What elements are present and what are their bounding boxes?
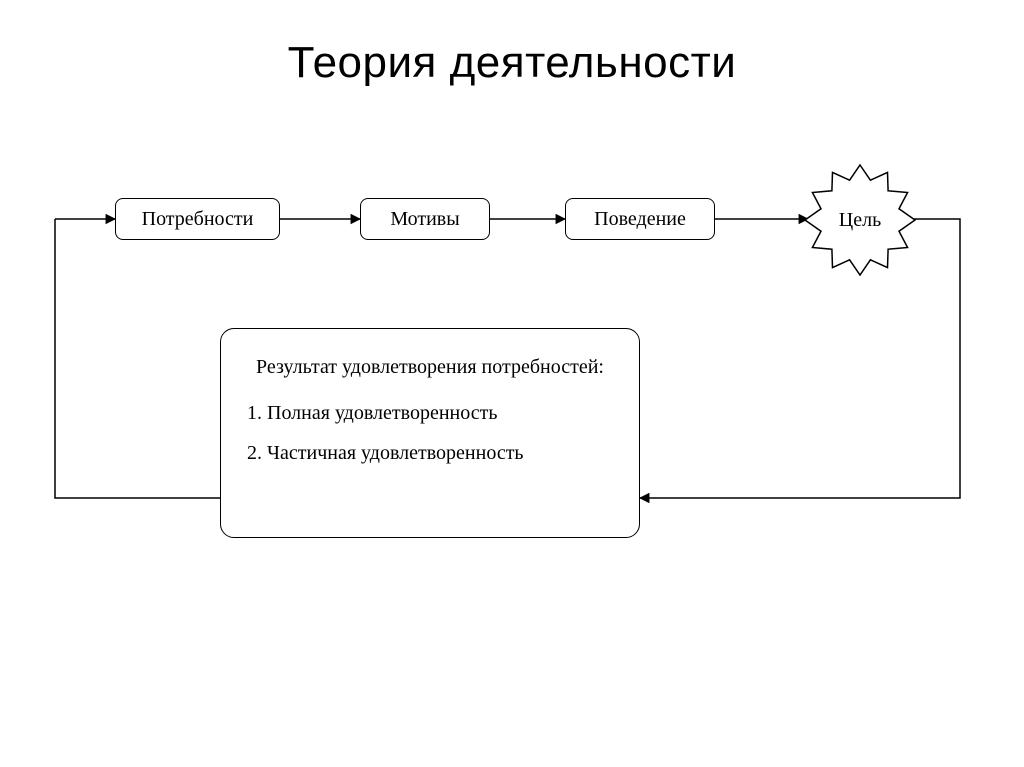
node-result-item-2: 2. Частичная удовлетворенность xyxy=(247,433,613,473)
node-result: Результат удовлетворения потребностей: 1… xyxy=(220,328,640,538)
edge-result-needs xyxy=(55,219,220,498)
node-motives-label: Мотивы xyxy=(390,208,459,231)
node-behavior-label: Поведение xyxy=(594,208,686,231)
node-goal-label: Цель xyxy=(839,209,881,232)
node-needs: Потребности xyxy=(115,198,280,240)
node-needs-label: Потребности xyxy=(142,208,254,231)
node-goal: Цель xyxy=(800,160,920,280)
node-behavior: Поведение xyxy=(565,198,715,240)
diagram-canvas: Потребности Мотивы Поведение Цель Резуль… xyxy=(0,88,1024,688)
node-motives: Мотивы xyxy=(360,198,490,240)
node-result-item-1: 1. Полная удовлетворенность xyxy=(247,393,613,433)
node-result-heading: Результат удовлетворения потребностей: xyxy=(247,347,613,387)
page-title: Теория деятельности xyxy=(0,0,1024,88)
